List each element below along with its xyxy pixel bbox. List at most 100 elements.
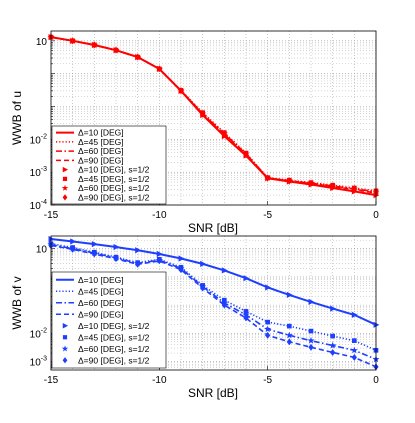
legend-box (51, 125, 167, 205)
data-point-diamond (135, 260, 141, 268)
legend-marker-swatch (62, 322, 69, 329)
data-point-diamond (113, 255, 119, 263)
data-point-diamond (265, 174, 271, 182)
y-tick-label: 10-4 (30, 199, 47, 212)
chart-bottom-x-ticks: -15 -10 -5 0 (44, 366, 379, 386)
series-line-3 (50, 243, 377, 361)
chart-bottom-legend: Δ=10 [DEG]Δ=45 [DEG]Δ=60 [DEG]Δ=90 [DEG]… (51, 271, 167, 369)
legend-label: Δ=90 [DEG] (78, 155, 124, 165)
chart-top-legend: Δ=10 [DEG]Δ=45 [DEG]Δ=60 [DEG]Δ=90 [DEG]… (51, 125, 167, 205)
chart-top-y-axis-label: WWB of u (10, 91, 24, 145)
series-line-4 (50, 36, 377, 194)
legend-marker-swatch (61, 345, 69, 352)
data-point-diamond (178, 87, 184, 95)
data-point-diamond (178, 266, 184, 274)
data-point-diamond (286, 338, 292, 346)
y-tick-exponent: -2 (41, 133, 47, 140)
legend-label: Δ=45 [DEG], s=1/2 (78, 332, 150, 342)
data-point-diamond (265, 331, 271, 339)
data-point-diamond (330, 183, 336, 191)
data-point-triangle-right (48, 235, 55, 243)
x-tick-label: -5 (263, 210, 272, 221)
data-point-square (330, 333, 335, 339)
legend-marker-swatch (61, 184, 69, 191)
legend-label: Δ=90 [DEG] (78, 309, 124, 319)
chart-bottom-plot-frame (50, 235, 377, 371)
data-point-triangle-right (286, 291, 293, 299)
y-tick-exponent: -3 (41, 166, 47, 173)
data-point-diamond (156, 65, 162, 73)
data-point-diamond (200, 110, 206, 118)
legend-marker-swatch (62, 194, 68, 201)
data-point-diamond (330, 349, 336, 356)
legend-label: Δ=10 [DEG] (78, 128, 124, 138)
data-point-star (307, 336, 315, 344)
data-point-square (287, 323, 292, 329)
data-point-diamond (221, 131, 227, 138)
legend-label: Δ=45 [DEG] (78, 286, 124, 296)
legend-label: Δ=45 [DEG] (78, 137, 124, 147)
y-tick-exponent: -4 (41, 199, 47, 206)
legend-label: Δ=10 [DEG], s=1/2 (78, 321, 150, 331)
y-tick-label: 10-2 (30, 133, 47, 146)
series-line-4 (50, 244, 377, 368)
data-point-star (350, 346, 358, 354)
data-point-diamond (351, 354, 357, 361)
data-point-diamond (221, 301, 227, 309)
data-point-diamond (308, 343, 314, 351)
data-point-triangle-right (308, 298, 315, 306)
data-point-star (285, 331, 293, 339)
data-point-triangle-right (113, 243, 120, 251)
chart-top-y-ticks: 10 10-2 10-3 10-4 (30, 37, 48, 212)
series-line-1 (50, 238, 377, 326)
x-tick-label: 0 (373, 210, 379, 221)
data-point-triangle-right (351, 311, 358, 318)
data-point-diamond (135, 53, 141, 61)
x-tick-label: -5 (263, 375, 272, 386)
data-point-triangle-right (70, 238, 77, 245)
x-tick-label: -10 (152, 375, 167, 386)
data-point-triangle-right (221, 267, 228, 274)
data-point-triangle-right (200, 260, 207, 267)
data-point-triangle-right (156, 250, 163, 258)
chart-top-plot-frame (50, 30, 377, 206)
legend-label: Δ=10 [DEG] (78, 275, 124, 285)
legend-label: Δ=60 [DEG], s=1/2 (78, 344, 150, 354)
data-point-square (352, 338, 357, 343)
chart-bottom-y-axis-label: WWB of v (10, 276, 24, 329)
data-point-triangle-right (135, 247, 142, 254)
legend-marker-swatch (62, 335, 68, 340)
y-tick-label: 10-3 (30, 356, 47, 369)
data-point-diamond (113, 46, 119, 54)
data-point-diamond (70, 245, 76, 253)
legend-marker-swatch (62, 166, 69, 173)
chart-bottom-y-ticks: 10 10-2 10-3 (30, 245, 48, 369)
data-point-triangle-right (265, 284, 272, 291)
data-point-square (308, 328, 314, 334)
data-point-diamond (243, 314, 249, 322)
y-tick-label: 10 (36, 37, 48, 48)
data-point-triangle-right (373, 321, 380, 328)
data-point-diamond (351, 185, 357, 193)
legend-label: Δ=90 [DEG], s=1/2 (78, 192, 150, 202)
chart-bottom: 10 10-2 10-3 -15 -10 -5 0 WWB of v SNR [dB] Δ… (10, 235, 380, 400)
data-point-triangle-right (330, 305, 337, 312)
y-tick-exponent: -2 (41, 327, 47, 334)
y-tick-exponent: -3 (41, 356, 47, 363)
data-point-triangle-right (178, 255, 185, 262)
data-point-diamond (156, 257, 162, 265)
x-tick-label: -10 (152, 210, 167, 221)
chart-top: 10 10-2 10-3 10-4 -15 -10 -5 0 WWB of u SNR [d… (10, 30, 380, 235)
data-point-diamond (91, 250, 97, 258)
data-point-triangle-right (91, 241, 98, 248)
legend-label: Δ=60 [DEG], s=1/2 (78, 183, 150, 193)
data-point-diamond (70, 37, 76, 45)
legend-label: Δ=60 [DEG] (78, 146, 124, 156)
data-point-triangle-right (243, 275, 250, 282)
data-point-star (329, 341, 337, 349)
data-point-diamond (200, 284, 206, 292)
data-point-diamond (308, 180, 314, 187)
data-point-star (242, 311, 250, 318)
x-tick-label: 0 (373, 375, 379, 386)
chart-top-series (47, 33, 380, 199)
